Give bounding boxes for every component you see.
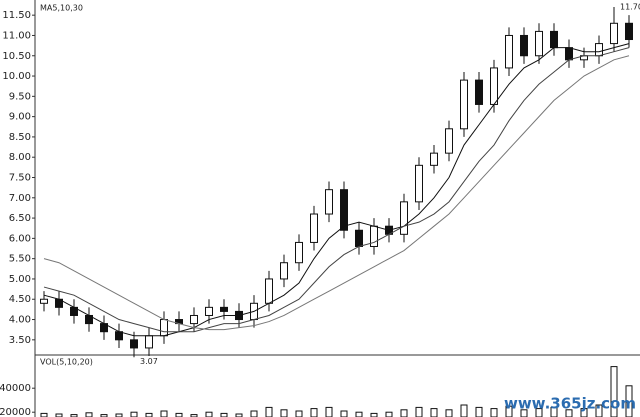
candle-body	[550, 30, 558, 49]
volume-tick-label: 20000	[0, 407, 31, 417]
candle-body	[520, 34, 528, 57]
annotation: 11.70	[620, 3, 640, 12]
watermark: www.365jz.com	[504, 395, 636, 413]
candle-body	[145, 335, 153, 349]
volume-bar	[445, 409, 453, 417]
y-tick-label: 11.00	[2, 30, 31, 41]
candle-body	[535, 30, 543, 57]
y-tick-label: 4.50	[9, 294, 31, 305]
candle-body	[160, 319, 168, 337]
volume-bar	[460, 404, 468, 417]
candle-body	[295, 241, 303, 264]
candle-body	[625, 22, 633, 41]
candle-body	[355, 229, 363, 247]
y-tick-label: 11.50	[2, 10, 31, 21]
volume-bar	[175, 412, 183, 417]
volume-bar	[340, 410, 348, 417]
y-tick-label: 4.00	[9, 315, 31, 326]
candle-body	[205, 306, 213, 316]
volume-bar	[580, 408, 588, 417]
moving-average-line	[43, 55, 630, 331]
volume-bar	[400, 409, 408, 417]
candle-body	[400, 201, 408, 235]
volume-bar	[310, 408, 318, 417]
volume-bar	[595, 404, 603, 417]
volume-bar	[430, 408, 438, 417]
volume-bar	[295, 410, 303, 417]
volume-bar	[325, 406, 333, 417]
y-tick-label: 8.50	[9, 132, 31, 143]
volume-bar	[160, 410, 168, 417]
volume-bar	[280, 409, 288, 417]
candle-body	[325, 189, 333, 215]
volume-bar	[100, 414, 108, 417]
candle-body	[310, 213, 318, 243]
candle-body	[115, 331, 123, 341]
y-tick-label: 9.00	[9, 112, 31, 123]
candle-body	[460, 79, 468, 130]
candle-body	[595, 43, 603, 57]
volume-bar	[55, 413, 63, 417]
y-tick-label: 10.00	[2, 71, 31, 82]
candle-body	[565, 47, 573, 61]
candle-body	[490, 67, 498, 105]
annotation: 3.07	[140, 357, 158, 366]
candle-body	[280, 262, 288, 280]
volume-bar	[70, 414, 78, 417]
candle-body	[475, 79, 483, 105]
volume-bar	[385, 411, 393, 417]
volume-bar	[145, 412, 153, 417]
volume-bar	[475, 406, 483, 417]
volume-bar	[85, 412, 93, 417]
y-tick-label: 8.00	[9, 152, 31, 163]
y-tick-label: 7.50	[9, 173, 31, 184]
volume-bar	[130, 411, 138, 417]
y-tick-label: 6.00	[9, 233, 31, 244]
candle-body	[340, 189, 348, 231]
volume-bar	[40, 412, 48, 417]
candle-body	[505, 34, 513, 69]
candle-body	[265, 278, 273, 304]
y-tick-label: 10.50	[2, 51, 31, 62]
volume-bar	[535, 408, 543, 417]
volume-bar	[115, 413, 123, 417]
volume-tick-label: 40000	[0, 383, 31, 394]
candle-body	[430, 152, 438, 166]
candle-body	[415, 164, 423, 203]
candle-body	[445, 128, 453, 154]
candle-body	[220, 306, 228, 312]
candle-body	[130, 339, 138, 349]
volume-bar	[190, 414, 198, 417]
y-tick-label: 5.50	[9, 254, 31, 265]
moving-average-line	[43, 43, 630, 337]
volume-bar	[415, 406, 423, 417]
y-tick-label: 5.00	[9, 274, 31, 285]
volume-bar	[370, 412, 378, 417]
volume-bar	[220, 412, 228, 417]
candle-body	[190, 314, 198, 325]
volume-bar	[235, 413, 243, 417]
volume-bar	[505, 405, 513, 417]
volume-bar	[490, 408, 498, 417]
header: MA5,10,30	[40, 4, 83, 13]
volume-bar	[250, 410, 258, 417]
candle-body	[40, 298, 48, 304]
candle-body	[610, 22, 618, 45]
volume-bar	[355, 411, 363, 417]
volume-bar	[610, 366, 618, 417]
volume-bar	[205, 411, 213, 417]
y-tick-label: 7.00	[9, 193, 31, 204]
y-tick-label: 3.50	[9, 335, 31, 346]
y-tick-label: 9.50	[9, 91, 31, 102]
y-tick-label: 6.50	[9, 213, 31, 224]
volume-bar	[265, 406, 273, 417]
moving-average-line	[43, 47, 630, 333]
volume-header: VOL(5,10,20)	[40, 358, 93, 367]
